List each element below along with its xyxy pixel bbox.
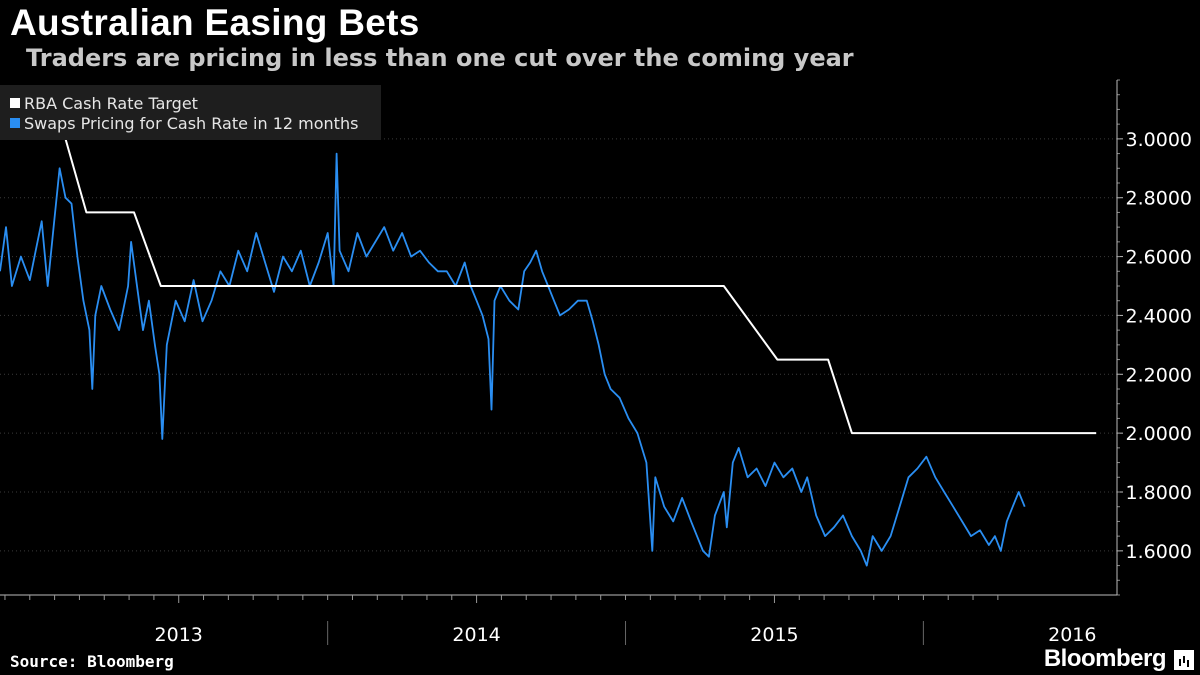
series-layer [0, 138, 1097, 567]
y-tick-label-1: 2.8000 [1126, 188, 1192, 210]
legend-swatch-rba [10, 98, 20, 108]
x-tick-label-2: 2015 [750, 624, 798, 646]
legend-item-rba: RBA Cash Rate Target [10, 93, 198, 113]
chart-subtitle: Traders are pricing in less than one cut… [26, 44, 854, 72]
swaps-pricing-line [0, 152, 1026, 567]
rba-cash-rate-line [64, 138, 1097, 435]
y-tick-label-5: 2.0000 [1126, 423, 1192, 445]
y-tick-label-2: 2.6000 [1126, 247, 1192, 269]
y-tick-label-3: 2.4000 [1126, 305, 1192, 327]
legend-item-swaps: Swaps Pricing for Cash Rate in 12 months [10, 113, 359, 133]
legend-label-swaps: Swaps Pricing for Cash Rate in 12 months [24, 113, 359, 133]
x-tick-label-1: 2014 [452, 624, 500, 646]
legend: RBA Cash Rate Target Swaps Pricing for C… [0, 85, 381, 140]
x-tick-label-3: 2016 [1048, 624, 1096, 646]
y-tick-label-7: 1.6000 [1126, 541, 1192, 563]
y-tick-label-4: 2.2000 [1126, 364, 1192, 386]
legend-label-rba: RBA Cash Rate Target [24, 93, 198, 113]
y-tick-label-0: 3.0000 [1126, 129, 1192, 151]
axes [0, 79, 1123, 645]
bloomberg-logo: Bloomberg [1043, 645, 1167, 672]
chart-title: Australian Easing Bets [10, 2, 420, 43]
legend-swatch-swaps [10, 118, 20, 128]
tick-labels: 3.0000 2.8000 2.6000 2.4000 2.2000 2.0000 1.80… [155, 129, 1192, 646]
source-note: Source: Bloomberg [10, 652, 174, 671]
x-tick-label-0: 2013 [155, 624, 203, 646]
bloomberg-chart-icon [1174, 650, 1194, 670]
y-tick-label-6: 1.8000 [1126, 482, 1192, 504]
